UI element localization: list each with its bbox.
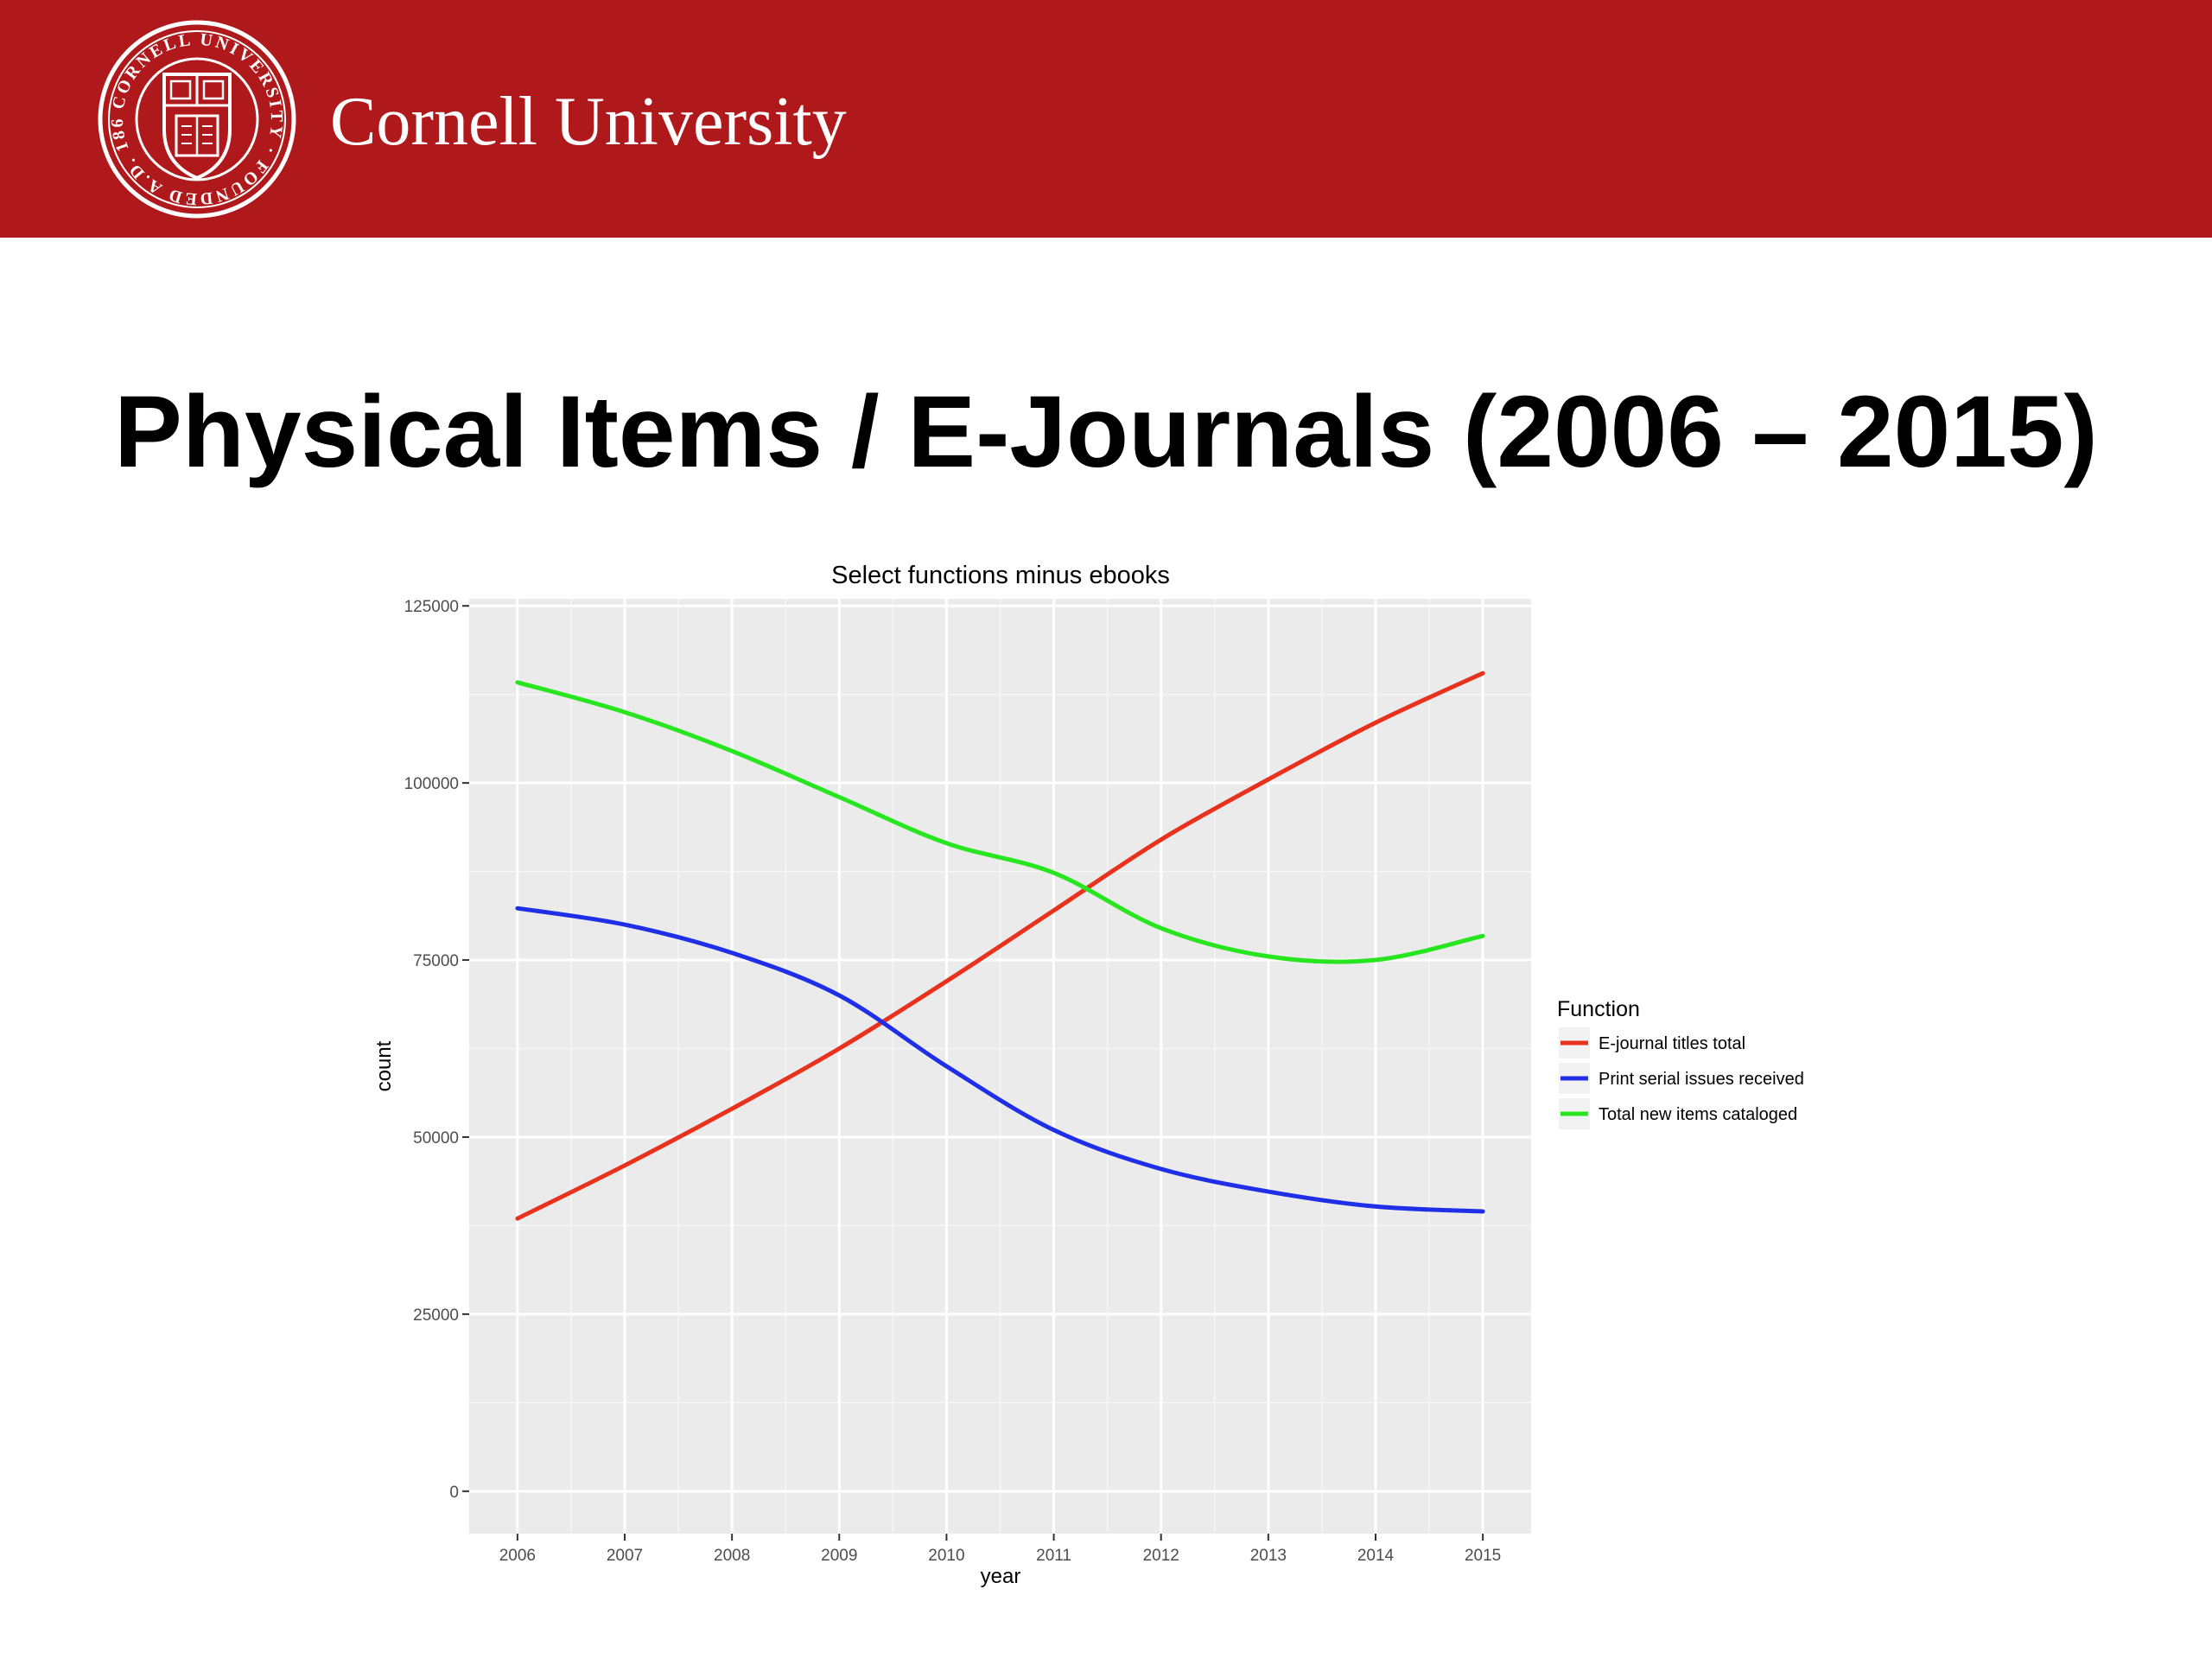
grid-lines xyxy=(469,599,1531,1534)
series-lines xyxy=(515,671,1485,1221)
y-tick-label: 50000 xyxy=(413,1129,459,1147)
brand-name: Cornell University xyxy=(330,84,847,160)
y-tick-label: 75000 xyxy=(413,952,459,970)
x-tick-label: 2009 xyxy=(821,1547,857,1565)
x-tick-label: 2014 xyxy=(1357,1547,1395,1565)
series-line xyxy=(515,671,1485,1221)
cornell-seal-icon: CORNELL UNIVERSITY · FOUNDED A.D. 1865 xyxy=(97,19,296,219)
y-axis: 0 25000 50000 75000 100000 125000 xyxy=(404,598,469,1502)
y-tick-label: 25000 xyxy=(413,1306,459,1325)
x-tick-label: 2010 xyxy=(928,1547,964,1565)
chart-title: Select functions minus ebooks xyxy=(831,562,1170,589)
y-tick-label: 100000 xyxy=(404,775,459,793)
legend-title: Function xyxy=(1557,997,1640,1021)
header-banner: CORNELL UNIVERSITY · FOUNDED A.D. 1865 C… xyxy=(0,0,2212,238)
x-axis: 2006 2007 2008 2009 2010 2011 2012 2013 2014 2015 xyxy=(499,1534,1501,1565)
y-tick-label: 125000 xyxy=(404,598,459,616)
series-line xyxy=(515,906,1485,1214)
legend: Function E-journal titles total Print ser… xyxy=(1557,997,1804,1129)
y-tick-label: 0 xyxy=(449,1484,459,1502)
x-tick-label: 2011 xyxy=(1036,1547,1071,1565)
x-tick-label: 2006 xyxy=(499,1547,536,1565)
x-axis-title: year xyxy=(981,1565,1021,1588)
x-tick-label: 2007 xyxy=(607,1547,643,1565)
legend-label: Total new items cataloged xyxy=(1599,1105,1797,1124)
legend-label: E-journal titles total xyxy=(1599,1034,1745,1053)
y-axis-title: count xyxy=(372,1040,396,1091)
page-title: Physical Items / E-Journals (2006 – 2015… xyxy=(114,375,2098,489)
x-tick-label: 2008 xyxy=(714,1547,750,1565)
series-line xyxy=(515,680,1485,964)
x-tick-label: 2013 xyxy=(1250,1547,1287,1565)
x-tick-label: 2012 xyxy=(1143,1547,1179,1565)
legend-label: Print serial issues received xyxy=(1599,1070,1804,1089)
x-tick-label: 2015 xyxy=(1465,1547,1501,1565)
